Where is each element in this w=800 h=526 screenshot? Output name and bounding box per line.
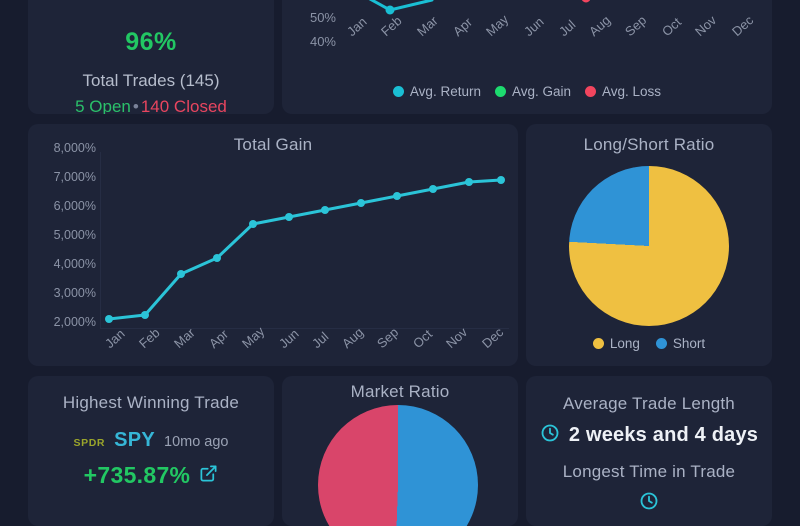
legend-dot-icon xyxy=(592,338,604,349)
market-ratio-title: Market Ratio xyxy=(350,382,450,401)
gain-ytick: 8,000% xyxy=(53,141,96,155)
avg-chart-plot xyxy=(368,0,591,15)
avg-x-axis: Jan Feb Mar Apr May Jun Jul Aug Sep Oct … xyxy=(344,12,756,43)
trades-breakdown: 5 Open • 140 Closed xyxy=(28,97,274,114)
legend-label: Avg. Return xyxy=(409,84,481,99)
avg-performance-card: 50% 40% Jan Feb Mar Apr May Jun Jul Aug … xyxy=(282,0,772,114)
legend-item-avg-loss[interactable]: Avg. Loss xyxy=(585,84,661,99)
issuer-badge: SPDR xyxy=(73,437,106,449)
legend-dot-icon xyxy=(585,86,597,97)
total-gain-plot xyxy=(100,152,509,329)
gain-xtick: Jun xyxy=(275,325,302,352)
breakdown-separator: • xyxy=(132,97,139,114)
market-ratio-card: Market Ratio xyxy=(282,376,518,526)
legend-label: Short xyxy=(672,336,706,351)
legend-label: Avg. Loss xyxy=(602,84,662,99)
clock-icon xyxy=(639,491,659,516)
ticker-symbol[interactable]: SPY xyxy=(114,429,155,451)
win-rate-value: 96% xyxy=(125,28,177,56)
total-gain-title: Total Gain xyxy=(233,135,313,154)
highest-winning-trade-card: Highest Winning Trade SPDR SPY 10mo ago … xyxy=(28,376,274,526)
avg-trade-length-row: 2 weeks and 4 days xyxy=(526,423,772,448)
avg-loss-point xyxy=(581,0,591,3)
avg-trade-length-title: Average Trade Length xyxy=(563,394,735,413)
avg-trade-length-value: 2 weeks and 4 days xyxy=(568,424,759,446)
total-gain-card: Total Gain 8,000% 7,000% 6,000% 5,000% 4… xyxy=(28,124,518,366)
gain-xtick: Jul xyxy=(309,328,332,352)
gain-ytick: 2,000% xyxy=(53,315,96,329)
avg-return-point xyxy=(385,5,395,15)
legend-item-long[interactable]: Long xyxy=(592,336,640,351)
highest-win-return-value: +735.87% xyxy=(83,462,191,488)
legend-dot-icon xyxy=(494,86,506,97)
avg-chart-legend: Avg. Return Avg. Gain Avg. Loss xyxy=(282,84,772,99)
legend-item-short[interactable]: Short xyxy=(655,336,706,351)
highest-win-return-row: +735.87% xyxy=(28,462,274,489)
long-short-ratio-card: Long/Short Ratio Long Short xyxy=(526,124,772,366)
long-short-pie-chart[interactable] xyxy=(569,166,729,326)
trade-time-ago: 10mo ago xyxy=(164,434,229,450)
gain-xtick: Oct xyxy=(410,326,436,352)
long-short-title: Long/Short Ratio xyxy=(583,135,715,154)
total-gain-line xyxy=(107,178,503,321)
long-short-legend: Long Short xyxy=(526,336,772,351)
legend-item-avg-gain[interactable]: Avg. Gain xyxy=(494,84,572,99)
gain-ytick: 7,000% xyxy=(53,170,96,184)
gain-ytick: 4,000% xyxy=(53,257,96,271)
gain-xtick: Jan xyxy=(102,325,128,352)
gain-ytick: 5,000% xyxy=(53,228,96,242)
external-link-icon[interactable] xyxy=(199,464,218,488)
legend-dot-icon xyxy=(392,86,404,97)
dashboard-root: 96% Total Trades (145) 5 Open • 140 Closed… xyxy=(28,0,772,526)
win-rate-gauge xyxy=(46,0,256,26)
total-gain-x-axis: Jan Feb Mar Apr May Jun Jul Aug Sep Oct … xyxy=(102,324,506,355)
legend-label: Long xyxy=(609,336,640,351)
avg-chart: 50% 40% Jan Feb Mar Apr May Jun Jul Aug … xyxy=(282,0,772,114)
highest-win-title: Highest Winning Trade xyxy=(62,393,240,412)
trade-length-card: Average Trade Length 2 weeks and 4 days … xyxy=(526,376,772,526)
total-trades-label: Total Trades (145) xyxy=(82,71,220,90)
longest-time-in-trade-title: Longest Time in Trade xyxy=(562,462,736,481)
gain-xtick: Apr xyxy=(205,326,231,352)
clock-icon xyxy=(540,423,560,448)
market-ratio-pie-chart[interactable] xyxy=(318,405,478,526)
win-rate-card: 96% Total Trades (145) 5 Open • 140 Closed xyxy=(28,0,274,114)
legend-dot-icon xyxy=(655,338,667,349)
open-trades-count: 5 Open xyxy=(75,97,131,114)
gain-ytick: 6,000% xyxy=(53,199,96,213)
total-gain-points xyxy=(105,176,505,323)
longest-time-in-trade-row xyxy=(526,491,772,516)
legend-item-avg-return[interactable]: Avg. Return xyxy=(392,84,481,99)
gain-ytick: 3,000% xyxy=(53,286,96,300)
closed-trades-count: 140 Closed xyxy=(140,97,227,114)
highest-win-ticker-row[interactable]: SPDR SPY 10mo ago xyxy=(28,429,274,452)
legend-label: Avg. Gain xyxy=(511,84,572,99)
